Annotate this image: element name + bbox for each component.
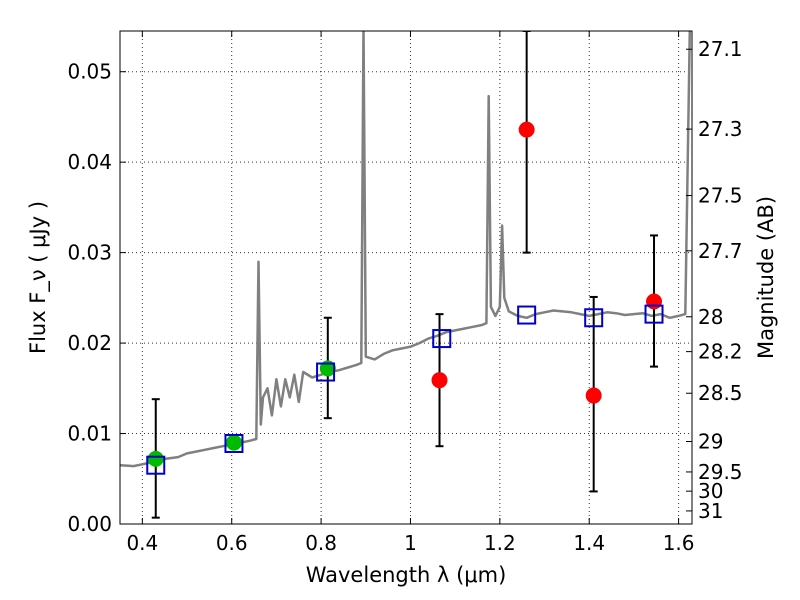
red-data-point	[585, 387, 602, 404]
red-data-point	[646, 293, 663, 310]
model-photometry-square	[224, 433, 244, 453]
right-tick-label: 27.5	[698, 184, 743, 208]
right-tick-label: 27.1	[698, 37, 743, 61]
green-data-point	[147, 450, 164, 467]
model-photometry-square	[432, 329, 452, 349]
y-tick-label: 0.04	[67, 150, 112, 174]
right-tick-label: 28.5	[698, 381, 743, 405]
plot-frame	[119, 30, 693, 525]
right-tick-label: 27.3	[698, 117, 743, 141]
red-data-point	[518, 121, 535, 138]
model-photometry-square	[146, 455, 166, 475]
axis-ticks: 0.4 0.6 0.8 1 1.2 1.4 1.6 0.00 0.01 0.02 0.03 0.04 0…	[67, 31, 743, 555]
x-tick-label: 0.4	[126, 531, 158, 555]
x-tick-label: 1.6	[663, 531, 695, 555]
x-tick-label: 1	[404, 531, 417, 555]
y-axis-label: Flux F_ν ( μJy )	[26, 201, 51, 354]
model-photometry-square	[584, 308, 604, 328]
right-axis-label: Magnitude (AB)	[754, 196, 778, 359]
red-data-point	[431, 372, 448, 389]
right-tick-label: 27.7	[698, 239, 743, 263]
right-tick-label: 31	[698, 499, 723, 523]
y-tick-label: 0.05	[67, 60, 112, 84]
x-tick-label: 0.6	[216, 531, 248, 555]
y-tick-label: 0.02	[67, 331, 112, 355]
x-tick-label: 1.4	[573, 531, 605, 555]
model-photometry-square	[517, 305, 537, 325]
right-tick-label: 28	[698, 305, 723, 329]
y-tick-label: 0.03	[67, 241, 112, 265]
right-tick-label: 29.5	[698, 460, 743, 484]
green-data-point	[225, 434, 242, 451]
x-tick-label: 0.8	[305, 531, 337, 555]
right-tick-label: 29	[698, 429, 723, 453]
x-tick-label: 1.2	[484, 531, 516, 555]
right-tick-label: 30	[698, 479, 723, 503]
model-spectrum-line	[120, 31, 692, 468]
model-photometry-square	[644, 304, 664, 324]
x-axis-label: Wavelength λ (μm)	[306, 563, 507, 587]
model-photometry-square	[316, 362, 336, 382]
y-tick-label: 0.01	[67, 422, 112, 446]
right-tick-label: 28.2	[698, 340, 743, 364]
plot-area	[120, 31, 692, 519]
green-data-point	[319, 360, 336, 377]
y-tick-label: 0.00	[67, 512, 112, 536]
